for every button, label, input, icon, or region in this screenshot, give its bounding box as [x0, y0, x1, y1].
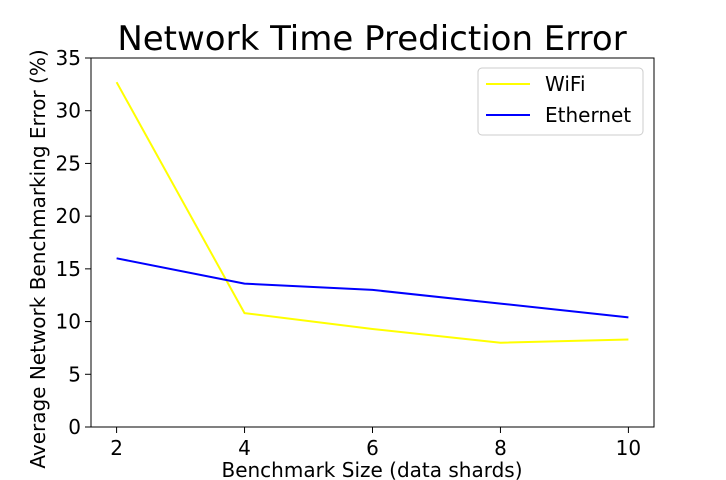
y-tick-label: 30 [56, 99, 81, 123]
series-line-wifi [115, 81, 629, 344]
plot-area: 2 4 6 8 10 0 5 10 15 20 25 30 35 [56, 46, 655, 460]
y-tick-label: 15 [56, 257, 81, 281]
legend-label-ethernet: Ethernet [545, 103, 631, 127]
x-axis-label: Benchmark Size (data shards) [221, 458, 522, 480]
x-tick-label: 2 [110, 436, 123, 460]
x-tick-label: 6 [366, 436, 379, 460]
y-tick-label: 0 [68, 415, 81, 439]
series-line-ethernet [116, 257, 629, 319]
y-axis-label: Average Network Benchmarking Error (%) [26, 49, 50, 468]
y-tick-label: 35 [56, 46, 81, 70]
y-tick-label: 5 [68, 362, 81, 386]
chart-title: Network Time Prediction Error [117, 19, 626, 59]
x-tick-label: 10 [616, 436, 641, 460]
y-tick-label: 10 [56, 310, 81, 334]
y-tick-label: 20 [56, 204, 81, 228]
x-tick-label: 8 [494, 436, 507, 460]
legend-label-wifi: WiFi [545, 72, 586, 96]
y-tick-label: 25 [56, 151, 81, 175]
legend: WiFi Ethernet [477, 67, 644, 136]
x-tick-label: 4 [238, 436, 251, 460]
